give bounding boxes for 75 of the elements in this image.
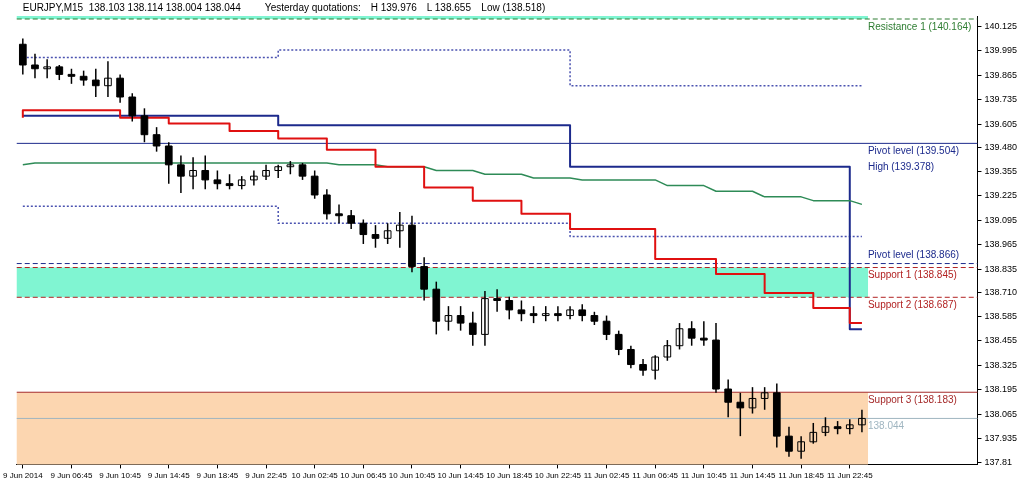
y-tick-label: 139.735	[984, 94, 1018, 105]
candlestick	[663, 339, 672, 362]
candlestick	[347, 209, 356, 230]
candlestick	[262, 164, 270, 181]
x-tick-label: 11 Jun 10:45	[681, 471, 728, 481]
candlestick	[675, 322, 684, 351]
candlestick	[481, 290, 489, 347]
candlestick	[274, 164, 283, 179]
ref-line-label: Pivot level (139.504)	[867, 145, 960, 157]
candlestick	[845, 418, 854, 436]
y-tick-label: 138.455	[984, 335, 1018, 346]
y-tick-label: 138.965	[984, 239, 1018, 250]
chart-title: EURJPY,M15 138.103 138.114 138.004 138.044	[22, 1, 242, 13]
text: H 139.976	[370, 1, 418, 13]
x-tick-label: 9 Jun 10:45	[99, 471, 142, 481]
y-tick-label: 139.095	[984, 214, 1018, 225]
candlestick	[104, 60, 112, 98]
x-tick-label: 11 Jun 18:45	[778, 471, 825, 481]
candlestick	[760, 386, 769, 411]
x-tick-label: 9 Jun 2014	[3, 471, 44, 481]
candlestick	[250, 169, 258, 187]
candlestick	[493, 288, 501, 313]
y-tick-label: 140.125	[984, 20, 1018, 31]
x-tick-label: 9 Jun 22:45	[245, 471, 288, 481]
ref-line-label: Support 3 (138.183)	[867, 393, 957, 405]
x-tick-label: 9 Jun 06:45	[50, 471, 93, 481]
y-tick-label: 139.865	[984, 69, 1018, 80]
candlestick	[43, 58, 51, 79]
x-tick-label: 10 Jun 18:45	[486, 471, 533, 481]
ref-line-label: Pivot level (138.866)	[867, 249, 960, 261]
x-tick-label: 11 Jun 02:45	[583, 471, 630, 481]
candlestick	[444, 305, 453, 332]
candlestick	[809, 422, 818, 445]
candlestick	[383, 222, 392, 245]
y-tick-label: 138.325	[984, 359, 1018, 370]
x-tick-label: 10 Jun 06:45	[340, 471, 388, 481]
y-tick-label: 139.995	[984, 45, 1018, 56]
y-tick-label: 138.585	[984, 310, 1018, 321]
candlestick	[189, 156, 197, 191]
x-tick-label: 10 Jun 14:45	[437, 471, 485, 481]
y-tick-label: 138.835	[984, 263, 1018, 274]
y-tick-label: 137.935	[984, 433, 1018, 444]
ref-line-label: Resistance 1 (140.164)	[867, 20, 972, 32]
x-tick-label: 10 Jun 02:45	[291, 471, 339, 481]
text: Low (138.518)	[481, 1, 546, 13]
text: Yesterday quotations:	[264, 1, 361, 13]
candlestick	[566, 305, 574, 321]
candlestick	[395, 211, 404, 249]
x-tick-label: 11 Jun 14:45	[729, 471, 776, 481]
x-tick-label: 9 Jun 14:45	[147, 471, 191, 481]
text: L 138.655	[426, 1, 472, 13]
y-tick-label: 139.605	[984, 118, 1018, 129]
ref-line-label: Support 1 (138.845)	[867, 269, 957, 281]
y-tick-label: 137.81	[984, 457, 1012, 467]
candlestick	[858, 409, 866, 434]
x-tick-label: 9 Jun 18:45	[196, 471, 239, 481]
y-tick-label: 138.195	[984, 384, 1018, 395]
candlestick	[420, 256, 428, 302]
y-tick-label: 139.480	[984, 142, 1018, 153]
candlestick	[797, 435, 805, 460]
candlestick	[748, 386, 757, 415]
ref-line-label: 138.044	[867, 420, 905, 432]
ref-line-label: Support 2 (138.687)	[867, 299, 957, 311]
x-tick-label: 11 Jun 06:45	[632, 471, 679, 481]
x-tick-label: 11 Jun 22:45	[826, 471, 874, 481]
y-tick-label: 139.225	[984, 190, 1018, 201]
candlestick	[177, 154, 185, 194]
x-tick-label: 10 Jun 10:45	[388, 471, 436, 481]
candlestick	[651, 354, 660, 381]
annotation: High (139.378)	[867, 160, 935, 172]
candlestick	[821, 416, 830, 437]
x-tick-label: 10 Jun 22:45	[534, 471, 582, 481]
y-tick-label: 139.355	[984, 165, 1018, 176]
y-tick-label: 138.710	[984, 287, 1018, 298]
y-tick-label: 138.065	[984, 408, 1018, 419]
